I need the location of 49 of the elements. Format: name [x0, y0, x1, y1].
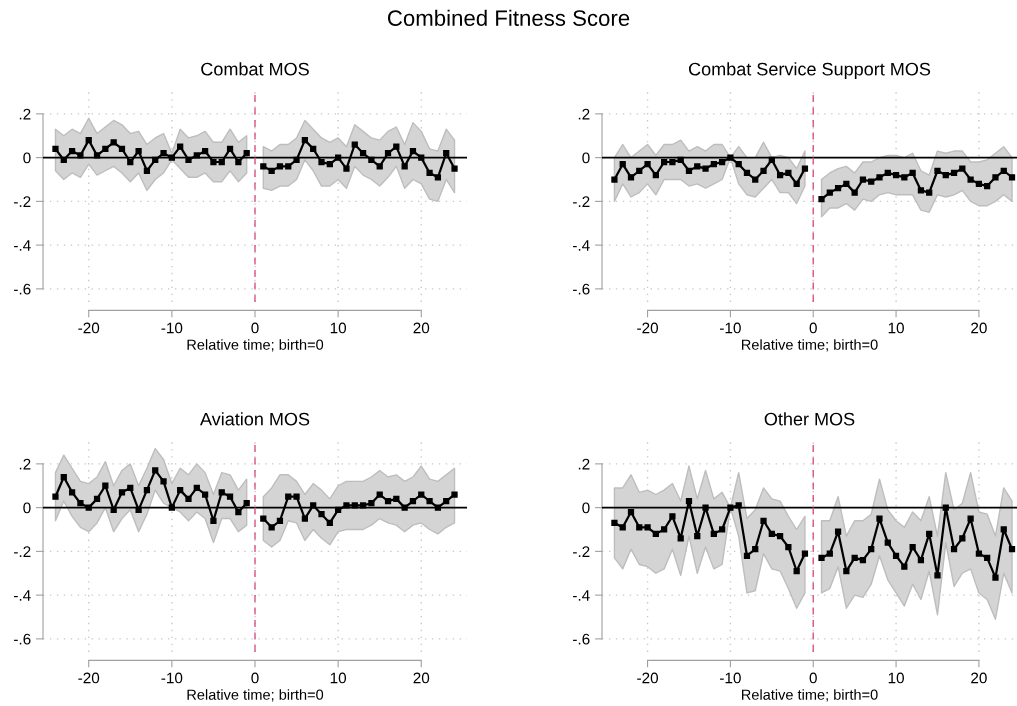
x-tick-label: 0: [809, 672, 817, 684]
x-tick-label: 10: [888, 322, 904, 334]
x-tick-label: -10: [720, 672, 741, 684]
x-axis-title: Relative time; birth=0: [742, 689, 878, 702]
y-tick-label: -.2: [573, 196, 590, 207]
y-tick-label: -.2: [14, 196, 31, 207]
x-tick-label: 20: [971, 672, 987, 684]
y-tick-label: -.6: [573, 633, 590, 645]
x-axis-title: Relative time; birth=0: [187, 339, 324, 352]
x-tick-label: -20: [78, 322, 100, 334]
y-tick-label: 0: [582, 502, 590, 514]
y-tick-label: -.2: [14, 546, 31, 557]
x-tick-label: 10: [330, 672, 347, 684]
x-tick-label: 0: [251, 672, 259, 684]
y-tick-label: -.4: [14, 590, 31, 601]
x-tick-label: -10: [161, 672, 183, 684]
y-tick-label: 0: [23, 502, 31, 514]
y-tick-label: -.2: [573, 546, 590, 557]
y-tick-label: -.6: [573, 283, 590, 295]
x-tick-label: -20: [78, 672, 100, 684]
y-tick-label: 0: [23, 152, 31, 164]
x-tick-label: 10: [330, 322, 347, 334]
text: Combined Fitness Score: [387, 9, 630, 26]
x-tick-label: -10: [720, 322, 741, 334]
chart-title: Combat MOS: [201, 62, 309, 76]
x-axis-title: Relative time; birth=0: [187, 689, 324, 702]
x-tick-label: 0: [251, 322, 259, 334]
x-tick-label: -10: [161, 322, 183, 334]
x-tick-label: 20: [971, 322, 987, 334]
y-tick-label: -.4: [573, 590, 590, 601]
y-tick-label: -.6: [14, 283, 31, 295]
y-tick-label: .2: [19, 458, 31, 470]
y-tick-label: 0: [582, 152, 590, 164]
x-tick-label: -20: [637, 322, 658, 334]
y-tick-label: -.4: [14, 240, 31, 251]
x-tick-label: 10: [888, 672, 904, 684]
y-tick-label: .2: [578, 108, 590, 120]
chart-title: Other MOS: [764, 412, 855, 426]
x-tick-label: -20: [637, 672, 658, 684]
chart-title: Aviation MOS: [200, 412, 310, 426]
y-tick-label: -.6: [14, 633, 31, 645]
x-tick-label: 20: [413, 672, 430, 684]
chart-title: Combat Service Support MOS: [689, 62, 931, 80]
x-tick-label: 0: [809, 322, 817, 334]
x-tick-label: 20: [413, 322, 430, 334]
x-axis-title: Relative time; birth=0: [742, 339, 878, 352]
y-tick-label: -.4: [573, 240, 590, 251]
y-tick-label: .2: [578, 458, 590, 470]
y-tick-label: .2: [19, 108, 31, 120]
